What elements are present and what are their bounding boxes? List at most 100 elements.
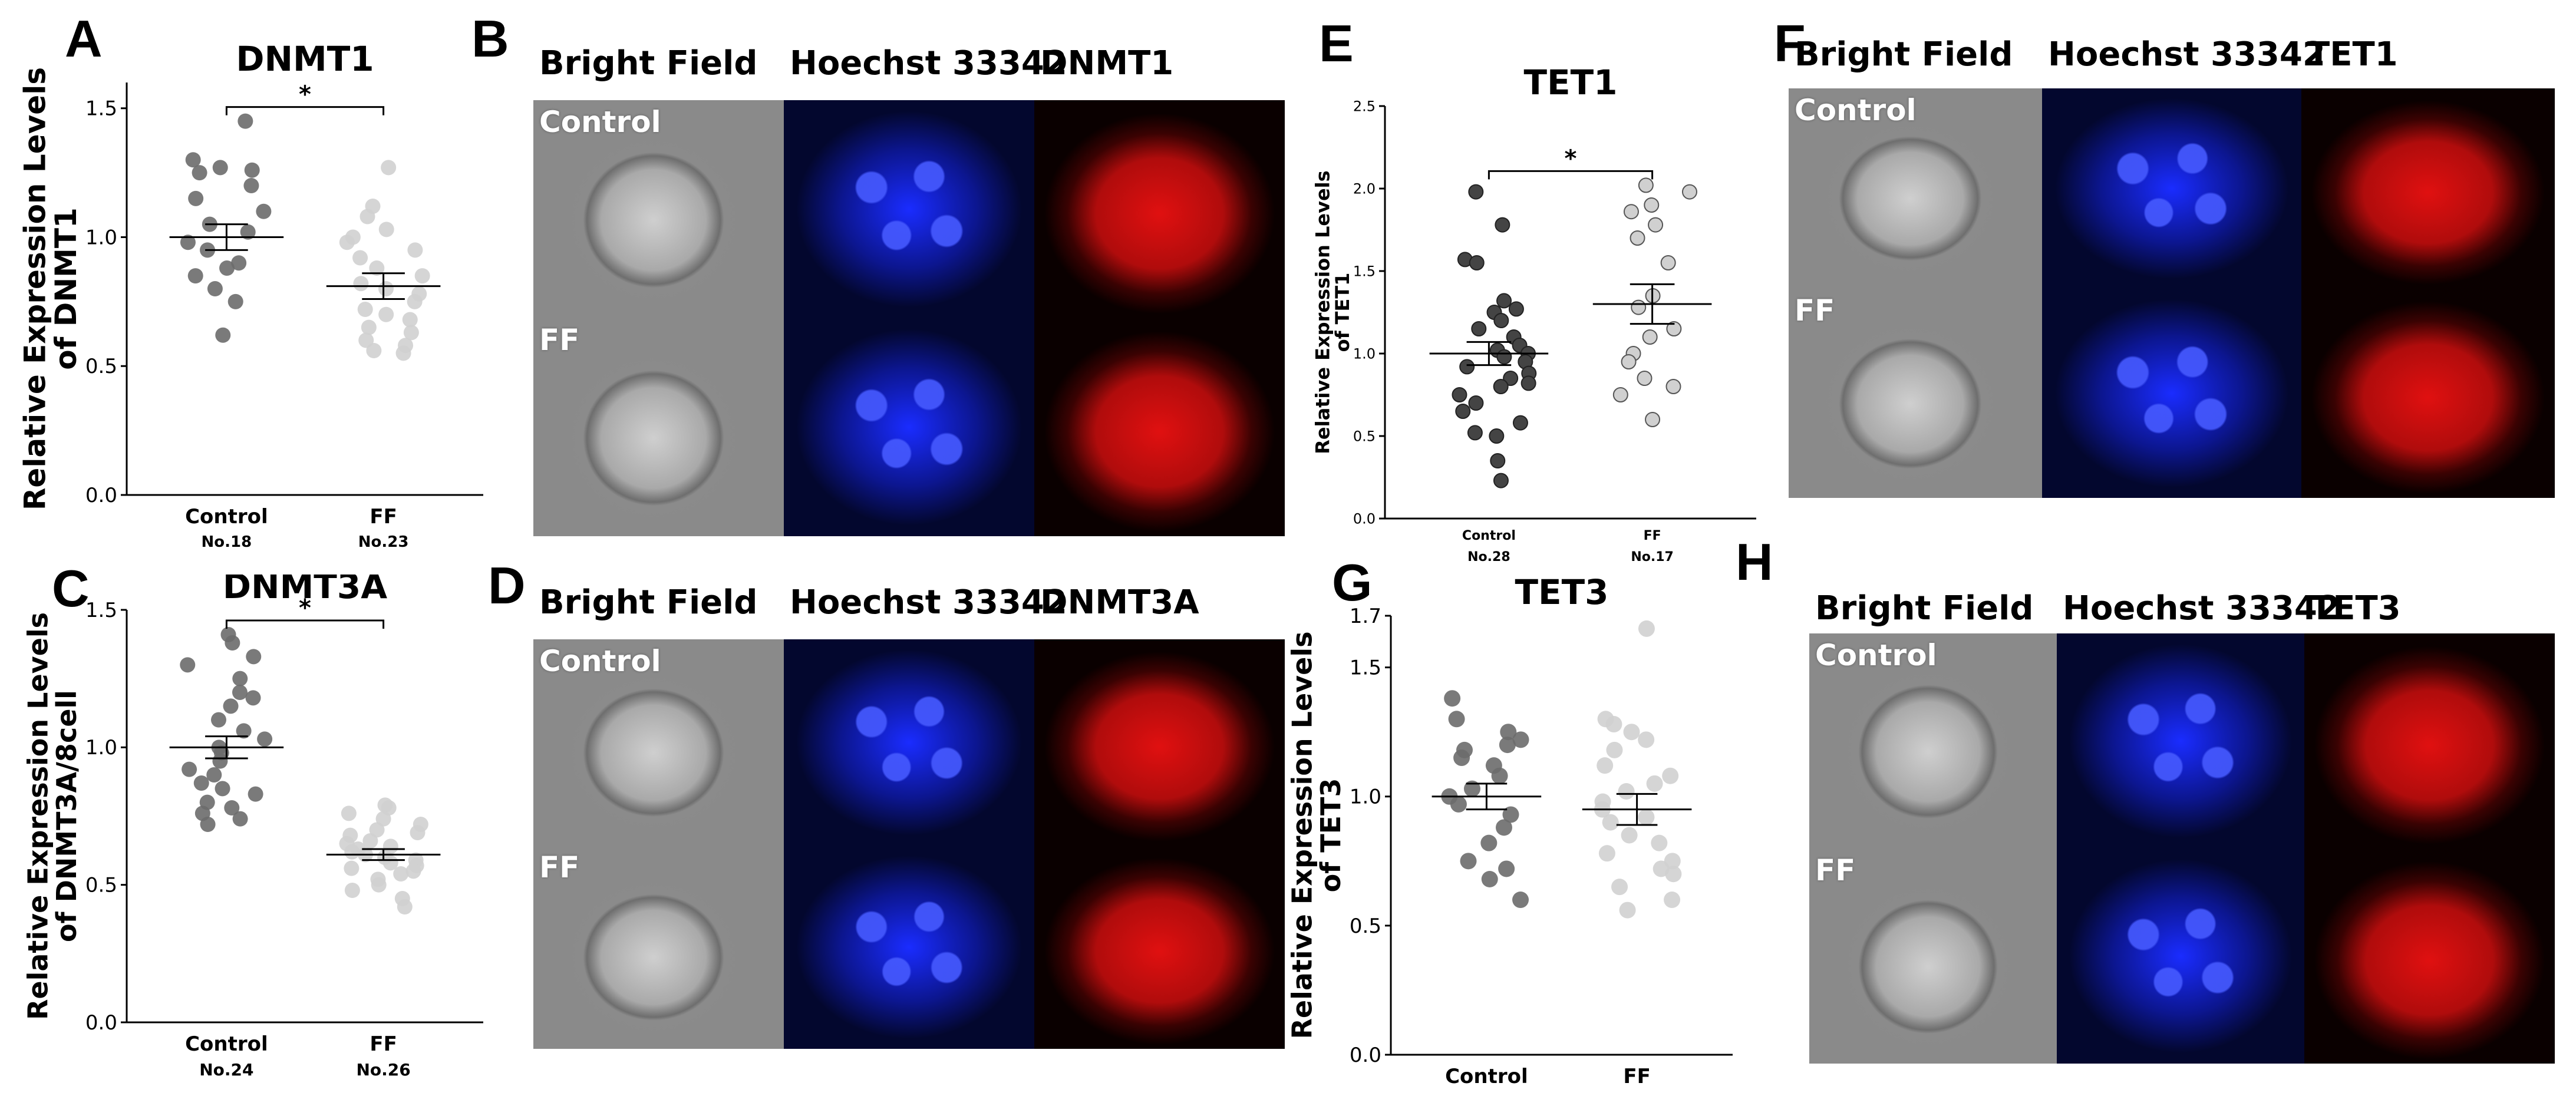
hoechst-image	[2057, 849, 2304, 1064]
data-point	[1469, 255, 1485, 270]
y-tick-label: 0.0	[1350, 1044, 1381, 1067]
data-point	[407, 293, 423, 309]
data-point	[1489, 428, 1505, 444]
y-tick-label: 2.5	[1353, 98, 1376, 114]
hoechst-image	[2042, 289, 2301, 498]
y-axis-label: Relative Expression Levelsof DNMT3A/8cel…	[22, 612, 83, 1020]
row-label: FF	[539, 850, 580, 884]
data-point	[1496, 293, 1512, 309]
data-point	[231, 255, 247, 271]
y-tick-label: 2.0	[1353, 180, 1376, 197]
image-panel-d: Bright Field Control FF Hoechst 33342 DNMT3A	[533, 575, 1285, 1049]
image-panel-h: Bright Field Control FF Hoechst 33342 TET3	[1809, 580, 2555, 1064]
data-point	[344, 844, 360, 860]
data-point	[1638, 808, 1655, 826]
data-point	[1493, 379, 1509, 394]
y-tick-label: 0.5	[85, 355, 117, 378]
data-point	[1498, 860, 1515, 877]
y-tick-label: 1.0	[1350, 785, 1381, 809]
sample-size-label: No.23	[1614, 1092, 1660, 1093]
data-point	[1481, 871, 1498, 887]
data-point	[1648, 217, 1664, 233]
y-tick-label: 1.5	[85, 97, 117, 121]
data-point	[378, 281, 394, 296]
y-tick-label: 1.5	[1353, 263, 1376, 279]
column-header: DNMT3A	[1040, 583, 1199, 622]
x-category-label: Control	[1445, 1065, 1528, 1088]
column-header: TET3	[2310, 589, 2401, 628]
x-category-label: Control	[1462, 529, 1516, 543]
data-point	[248, 786, 263, 802]
data-point	[1605, 716, 1622, 733]
significance-marker: *	[1565, 145, 1577, 172]
data-point	[1646, 775, 1663, 792]
data-point	[243, 178, 259, 193]
data-point	[215, 781, 230, 797]
data-point	[1490, 453, 1506, 468]
data-point	[1602, 814, 1619, 831]
scatter-chart-e: TET1 0.0 0.5 1.0 1.5 2.0 2.5 Relative Expressio…	[1312, 62, 1756, 564]
data-point	[1500, 724, 1517, 741]
y-tick-label: 0.0	[85, 1011, 117, 1035]
data-point	[207, 281, 223, 296]
data-point	[1638, 620, 1655, 637]
data-point	[1662, 767, 1679, 784]
y-axis-label-line: of TET3	[1315, 778, 1347, 893]
data-point	[1452, 387, 1467, 402]
y-tick-label: 1.0	[85, 736, 117, 760]
column-header: TET1	[2307, 35, 2398, 74]
data-point	[1611, 879, 1628, 896]
y-tick-label: 1.5	[85, 599, 117, 622]
data-point	[1480, 834, 1498, 851]
y-tick-label: 0.5	[85, 874, 117, 897]
data-point	[225, 635, 240, 651]
y-axis-label-line: Relative Expression Levels	[1312, 170, 1334, 454]
sample-size-label: No.24	[199, 1060, 253, 1079]
chart-title: DNMT1	[236, 39, 374, 79]
data-point	[1468, 184, 1484, 200]
data-point	[245, 690, 261, 706]
significance-bracket	[225, 619, 385, 629]
x-category-label: Control	[185, 505, 268, 529]
protein-stain-image	[2301, 88, 2555, 289]
bright-field-image	[1809, 849, 2057, 1064]
sample-size-label: No.17	[1631, 550, 1674, 564]
data-point	[1665, 866, 1682, 883]
protein-stain-image	[1034, 100, 1285, 318]
row-label: Control	[539, 105, 661, 139]
row-label: Control	[1795, 93, 1917, 127]
x-category-label: FF	[370, 1032, 397, 1056]
data-point	[1455, 404, 1471, 419]
column-header: DNMT1	[1040, 44, 1174, 82]
data-point	[378, 222, 394, 237]
data-point	[1664, 892, 1681, 909]
data-point	[1621, 827, 1638, 844]
data-point	[1618, 783, 1635, 800]
hoechst-image	[784, 846, 1034, 1049]
data-point	[361, 319, 377, 335]
data-point	[238, 113, 253, 129]
row-label: Control	[539, 644, 661, 678]
data-point	[244, 162, 260, 178]
y-tick-label: 0.5	[1353, 428, 1376, 444]
column-header: Bright Field	[1815, 589, 2034, 628]
data-point	[1463, 780, 1480, 797]
data-point	[215, 327, 231, 343]
data-point	[187, 268, 203, 284]
data-point	[180, 657, 196, 673]
data-point	[366, 343, 382, 358]
data-point	[212, 160, 228, 176]
data-point	[223, 698, 239, 714]
data-point	[1453, 750, 1470, 767]
protein-stain-image	[2304, 849, 2555, 1064]
data-point	[378, 306, 394, 322]
significance-bracket	[1487, 170, 1654, 180]
data-point	[1630, 230, 1645, 246]
data-point	[403, 325, 419, 341]
data-point	[1508, 301, 1524, 317]
data-point	[1606, 741, 1623, 758]
data-point	[227, 293, 243, 309]
x-category-label: FF	[370, 505, 397, 529]
